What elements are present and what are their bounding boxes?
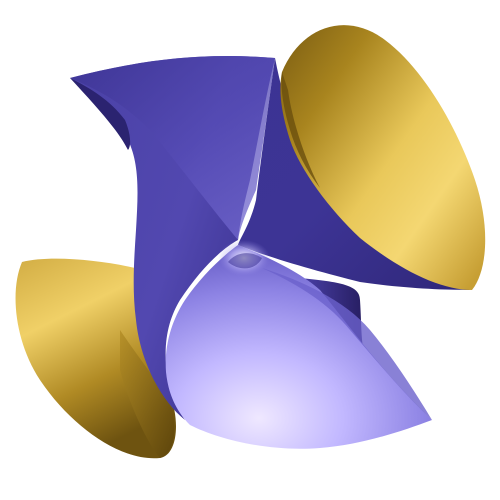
gold-cone-top-right-crease — [281, 72, 320, 188]
violet-top-blade — [70, 56, 275, 240]
center-pinch — [228, 253, 262, 269]
violet-left-shadow — [70, 78, 131, 150]
gold-cone-top-right — [280, 25, 486, 290]
violet-upper-right-face — [238, 58, 470, 290]
gold-cone-left-inner — [120, 330, 175, 458]
violet-lower-fan — [165, 245, 432, 449]
